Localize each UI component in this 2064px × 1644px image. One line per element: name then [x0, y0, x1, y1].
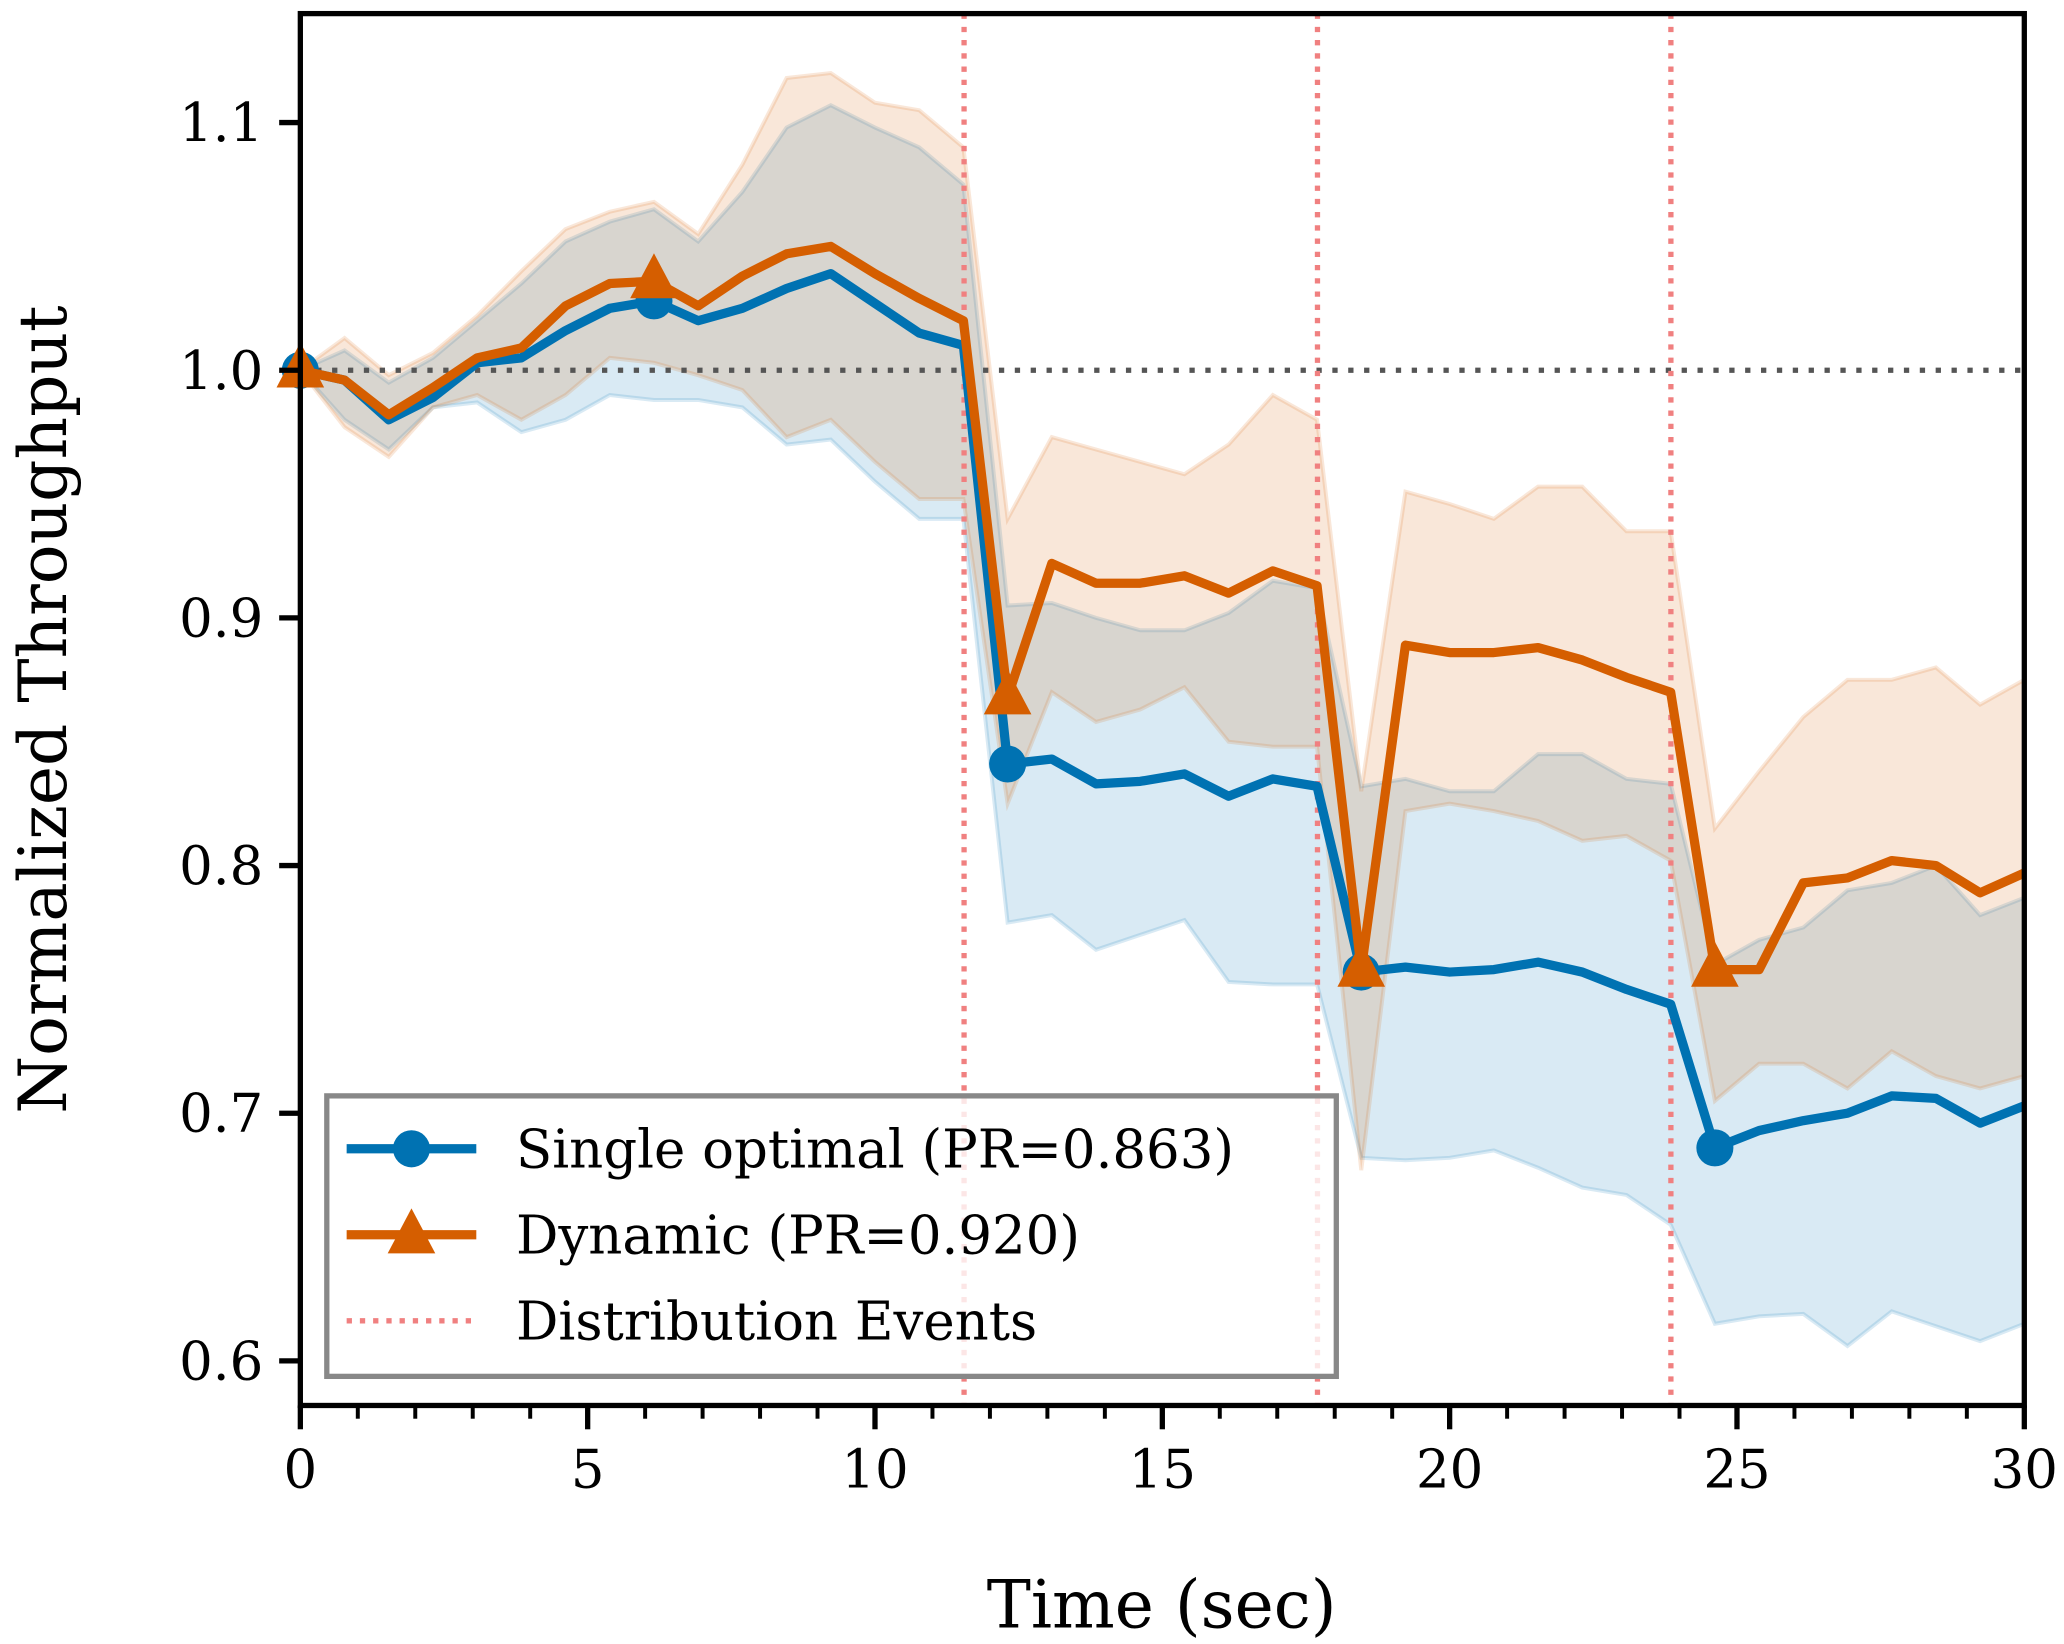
- x-tick-label: 30: [1991, 1440, 2058, 1501]
- y-axis-label: Normalized Throughput: [5, 305, 82, 1114]
- legend-label-dynamic: Dynamic (PR=0.920): [516, 1205, 1080, 1266]
- confidence-band-1: [297, 70, 2027, 1171]
- series-line-1: [299, 241, 2027, 975]
- legend-marker-dynamic: [387, 1208, 436, 1254]
- y-tick-label: 1.0: [179, 341, 263, 402]
- legend-box: [324, 1093, 1339, 1380]
- y-tick-label: 0.7: [179, 1084, 263, 1145]
- x-tick-label: 10: [841, 1440, 908, 1501]
- x-tick-label: 25: [1703, 1440, 1770, 1501]
- legend-label-events: Distribution Events: [516, 1291, 1037, 1352]
- y-tick-label: 0.6: [179, 1331, 263, 1392]
- legend-marker-single: [392, 1130, 430, 1168]
- x-tick-label: 20: [1416, 1440, 1483, 1501]
- legend: Single optimal (PR=0.863) Dynamic (PR=0.…: [324, 1093, 1339, 1380]
- x-tick-label: 5: [571, 1440, 605, 1501]
- legend-label-single: Single optimal (PR=0.863): [516, 1119, 1234, 1180]
- x-tick-label: 15: [1129, 1440, 1196, 1501]
- series-line-0: [299, 269, 2026, 1153]
- data-point-marker: [630, 253, 678, 299]
- data-point-marker: [989, 745, 1027, 783]
- data-point-marker: [1696, 1129, 1734, 1167]
- y-tick-label: 0.9: [179, 588, 263, 649]
- y-tick-label: 0.8: [179, 836, 263, 897]
- data-point-marker: [1337, 941, 1386, 987]
- axes: 0 5 10 15 20 25 30 0.6 0.7 0.8 0.9 1.0 1.1: [179, 93, 2058, 1500]
- reference-lines: [300, 13, 2025, 1406]
- data-point-marker: [1691, 941, 1739, 987]
- x-axis-label: Time (sec): [987, 1567, 1337, 1644]
- data-point-marker: [983, 669, 1032, 715]
- x-tick-label: 0: [284, 1440, 318, 1501]
- y-tick-label: 1.1: [179, 93, 263, 154]
